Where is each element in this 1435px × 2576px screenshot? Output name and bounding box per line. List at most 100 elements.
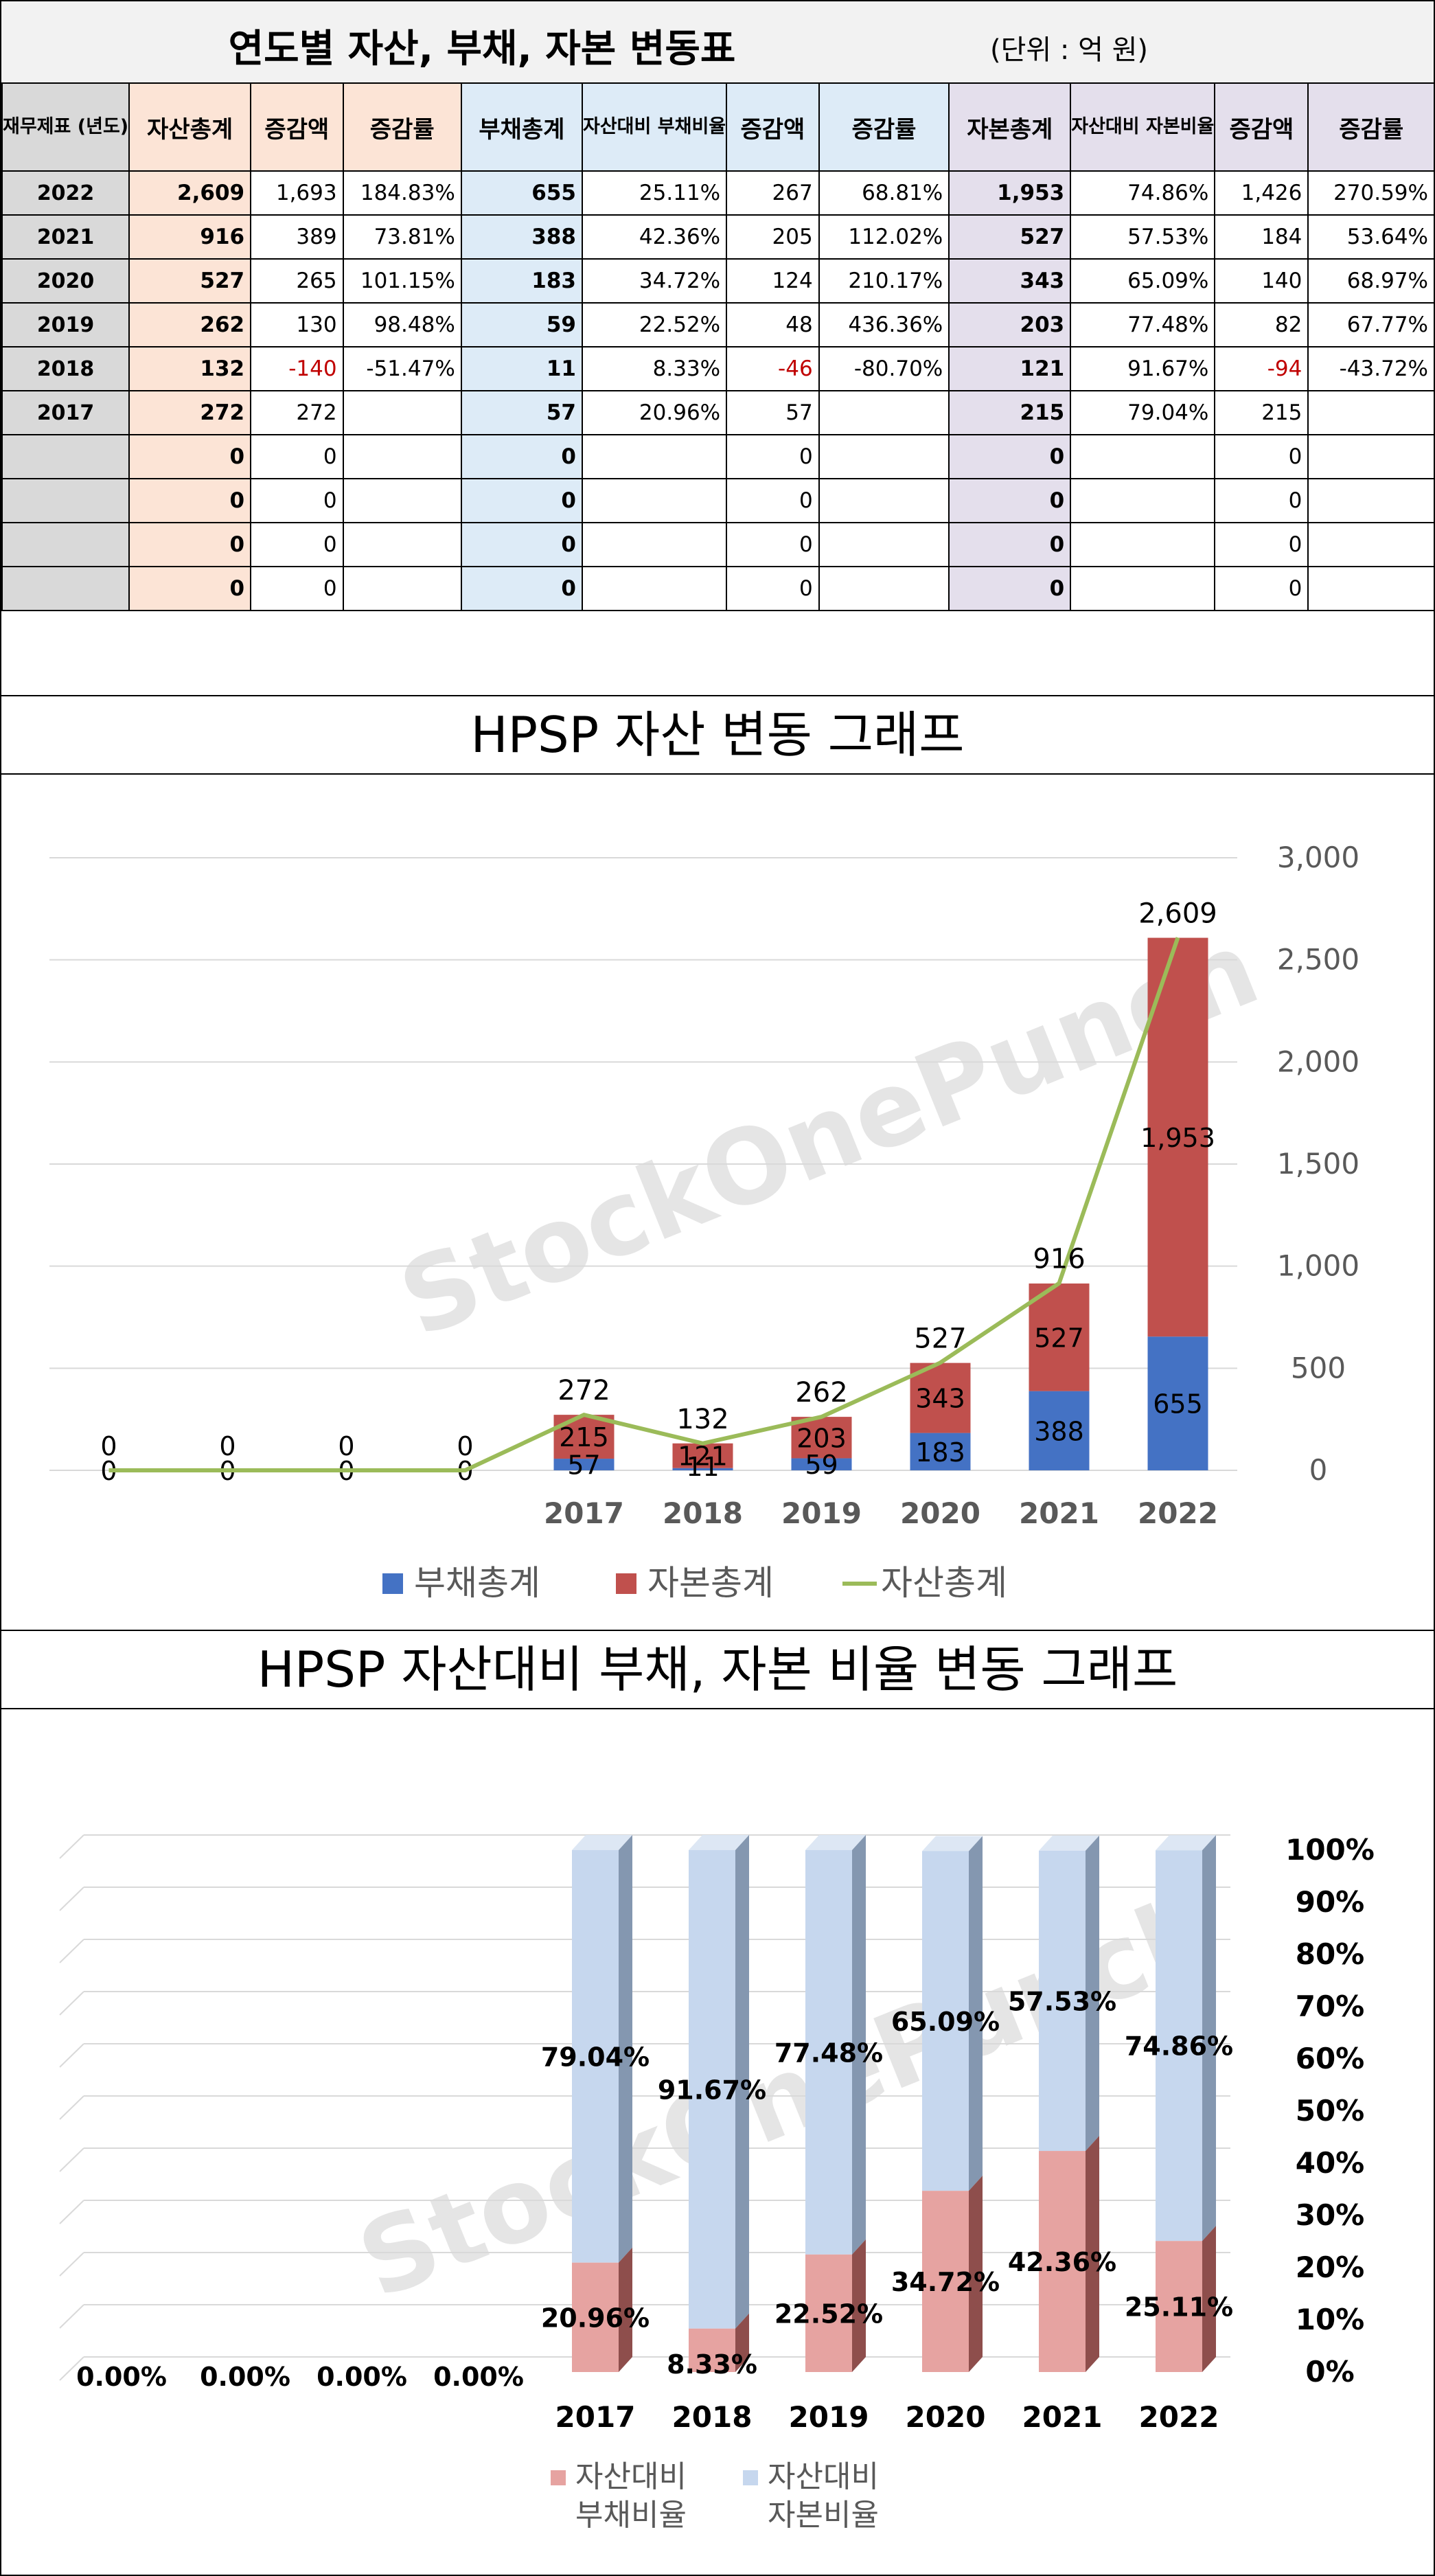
table-cell [342, 566, 462, 611]
table-cell: 388 [460, 214, 584, 260]
table-cell [1070, 522, 1216, 567]
data-label-liability: 655 [1153, 1389, 1203, 1420]
table-cell: 48 [726, 302, 820, 347]
legend-label: 자산총계 [881, 1563, 1007, 1603]
bar-equity-top [805, 1835, 866, 1850]
y-tick-label: 60% [1296, 2042, 1365, 2075]
bar-equity-side [852, 1835, 866, 2255]
table-cell: 262 [128, 302, 252, 347]
data-label-equity: 343 [915, 1384, 965, 1414]
bar-equity-ratio [689, 1850, 735, 2329]
table-cell: 20.96% [581, 390, 728, 435]
data-label-assets: 262 [795, 1377, 847, 1409]
table-cell [1070, 478, 1216, 523]
table-cell: 1,693 [250, 170, 344, 216]
data-label-equity-ratio: 77.48% [774, 2038, 883, 2068]
table-cell: 2018 [1, 346, 130, 391]
table-cell: 57.53% [1070, 214, 1216, 260]
bar-liability-side [735, 2313, 749, 2372]
bar-equity-top [689, 1835, 749, 1850]
table-cell: 101.15% [342, 258, 462, 304]
asset-chart: 05001,0001,5002,0002,5003,00000000000572… [49, 841, 1359, 1603]
bar-equity-ratio [805, 1850, 852, 2255]
bar-liability [553, 1459, 615, 1470]
bar-liability [1147, 1336, 1208, 1470]
header-cell: 증감액 [1214, 82, 1309, 172]
table-cell [818, 390, 950, 435]
x-tick-label: 2020 [906, 2400, 986, 2434]
bar-equity-side [969, 1836, 983, 2191]
table-cell [342, 390, 462, 435]
bar-equity-top [572, 1835, 632, 1850]
table-cell: 0 [1214, 522, 1309, 567]
bar-liability-ratio [572, 2262, 619, 2372]
bar-liability-ratio [1039, 2151, 1086, 2372]
table-cell: 2020 [1, 258, 130, 304]
table-cell: -140 [250, 346, 344, 391]
x-tick-label: 2017 [544, 1496, 624, 1530]
data-label-equity: 0 [219, 1431, 236, 1461]
bar-equity [1147, 937, 1208, 1337]
y-tick-label: 1,500 [1277, 1147, 1359, 1181]
data-label-equity: 0 [457, 1431, 473, 1461]
legend-swatch [743, 2470, 758, 2485]
legend-label: 자본총계 [647, 1563, 774, 1603]
gridline-side [59, 2304, 84, 2329]
y-tick-label: 10% [1296, 2303, 1365, 2336]
table-cell: 0 [250, 522, 344, 567]
table-title-bar: 연도별 자산, 부채, 자본 변동표 (단위 : 억 원) [1, 1, 1434, 84]
table-cell: 272 [128, 390, 252, 435]
table-cell [1, 434, 130, 479]
legend-swatch [551, 2470, 566, 2485]
data-label-equity-ratio: 74.86% [1125, 2031, 1233, 2062]
bar-liability-side [619, 2247, 632, 2372]
y-tick-label: 80% [1296, 1937, 1365, 1971]
table-cell: 0 [250, 478, 344, 523]
bar-liability [672, 1468, 733, 1470]
table-cell: 183 [460, 258, 584, 304]
bar-liability [910, 1433, 971, 1470]
gridline-side [59, 2043, 84, 2068]
bar-liability-ratio [1156, 2241, 1202, 2372]
header-cell: 증감률 [1307, 82, 1435, 172]
gridline-side [59, 1887, 84, 1911]
legend-swatch [616, 1573, 636, 1594]
bar-liability-ratio [689, 2328, 735, 2372]
table-cell: 389 [250, 214, 344, 260]
bar-liability-ratio [922, 2191, 969, 2372]
table-cell: 34.72% [581, 258, 728, 304]
table-cell: 57 [726, 390, 820, 435]
table-cell: 343 [948, 258, 1072, 304]
y-tick-label: 40% [1296, 2146, 1365, 2180]
table-cell: 0 [948, 522, 1072, 567]
table-cell: -80.70% [818, 346, 950, 391]
table-cell: 0 [128, 478, 252, 523]
table-cell: 0 [726, 478, 820, 523]
bar-equity [910, 1363, 971, 1433]
table-row: 2019 262 130 98.48% 59 22.52% 48 436.36% 203 77.4… [1, 302, 1435, 347]
table-cell [1307, 390, 1435, 435]
table-cell: 2,609 [128, 170, 252, 216]
y-tick-label: 20% [1296, 2250, 1365, 2284]
data-label-liability-ratio: 0.00% [200, 2362, 290, 2392]
table-cell [1, 478, 130, 523]
table-cell: 68.81% [818, 170, 950, 216]
table-cell: 0 [948, 478, 1072, 523]
table-cell: 272 [250, 390, 344, 435]
header-cell: 증감액 [250, 82, 344, 172]
data-label-assets: 132 [676, 1404, 728, 1435]
table-cell: 42.36% [581, 214, 728, 260]
gridline-side [59, 2095, 84, 2120]
gridline-side [59, 2356, 84, 2381]
table-cell: 140 [1214, 258, 1309, 304]
table-cell [342, 434, 462, 479]
y-tick-label: 3,000 [1277, 841, 1359, 874]
data-label-liability-ratio: 0.00% [317, 2362, 407, 2392]
table-cell: 11 [460, 346, 584, 391]
bar-equity-top [922, 1836, 983, 1851]
table-cell: -43.72% [1307, 346, 1435, 391]
table-cell: 655 [460, 170, 584, 216]
table-cell: 184 [1214, 214, 1309, 260]
table-cell [1070, 566, 1216, 611]
